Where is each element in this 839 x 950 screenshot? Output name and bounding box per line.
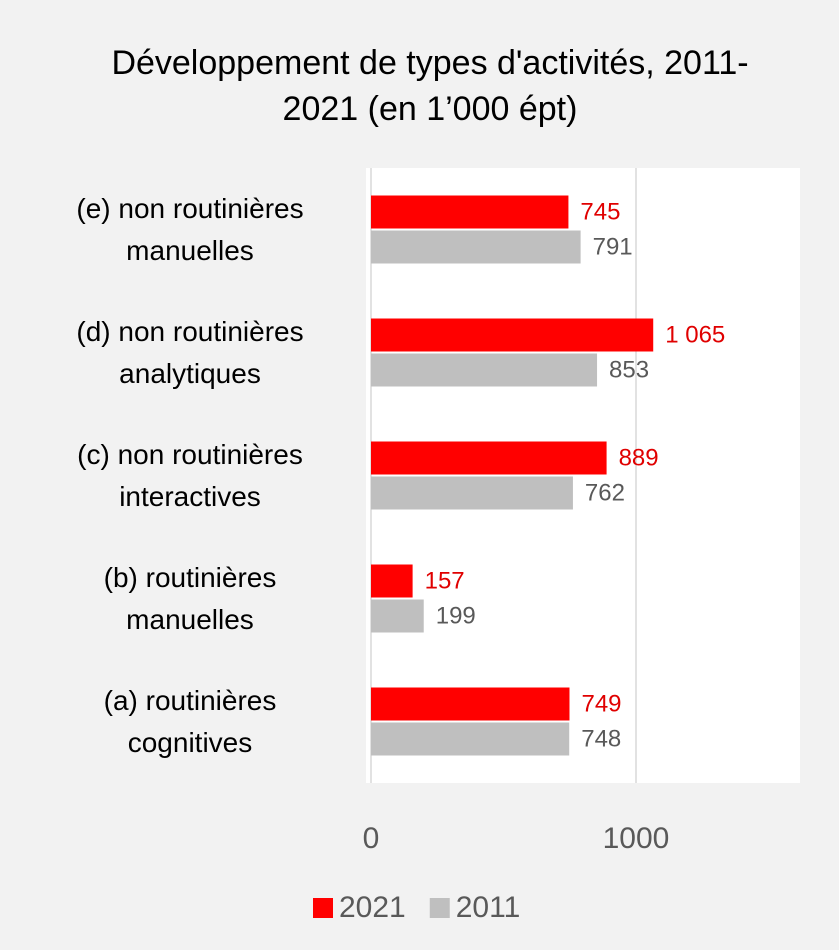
chart-title: Développement de types d'activités, 2011… bbox=[111, 44, 749, 128]
bar bbox=[371, 564, 413, 598]
bar bbox=[371, 599, 424, 633]
category-text: (d) non routinières analytiques bbox=[76, 315, 304, 389]
bar bbox=[371, 687, 570, 721]
y-tick-label: (b) routinières manuelles bbox=[0, 557, 340, 641]
data-label: 762 bbox=[585, 479, 625, 506]
legend-label: 2011 bbox=[456, 891, 521, 924]
bar bbox=[371, 230, 581, 264]
y-tick-label: (c) non routinières interactives bbox=[0, 434, 340, 518]
legend-swatch bbox=[429, 898, 450, 918]
bar bbox=[371, 353, 598, 387]
bar bbox=[371, 318, 654, 352]
category-text: (a) routinières cognitives bbox=[103, 684, 277, 758]
data-label: 889 bbox=[619, 444, 659, 471]
bar bbox=[371, 195, 569, 229]
y-tick-label: (d) non routinières analytiques bbox=[0, 311, 340, 395]
category-text: (e) non routinières manuelles bbox=[76, 192, 304, 266]
plot-area bbox=[366, 168, 800, 783]
legend-label: 2021 bbox=[339, 891, 406, 924]
data-label: 853 bbox=[609, 356, 649, 383]
data-label: 1 065 bbox=[665, 321, 725, 348]
data-label: 791 bbox=[593, 233, 633, 260]
data-label: 745 bbox=[580, 198, 620, 225]
x-tick-label: 0 bbox=[363, 822, 380, 855]
category-text: (c) non routinières interactives bbox=[77, 438, 303, 512]
data-label: 157 bbox=[425, 567, 465, 594]
bar bbox=[371, 441, 607, 475]
bar bbox=[371, 722, 570, 756]
data-label: 199 bbox=[436, 602, 476, 629]
bar bbox=[371, 476, 573, 510]
category-text: (b) routinières manuelles bbox=[103, 561, 277, 635]
data-label: 749 bbox=[581, 690, 621, 717]
data-label: 748 bbox=[581, 725, 621, 752]
y-tick-label: (a) routinières cognitives bbox=[0, 680, 340, 764]
x-tick-label: 1000 bbox=[603, 822, 670, 855]
legend-swatch bbox=[313, 898, 333, 918]
y-tick-label: (e) non routinières manuelles bbox=[0, 188, 340, 272]
